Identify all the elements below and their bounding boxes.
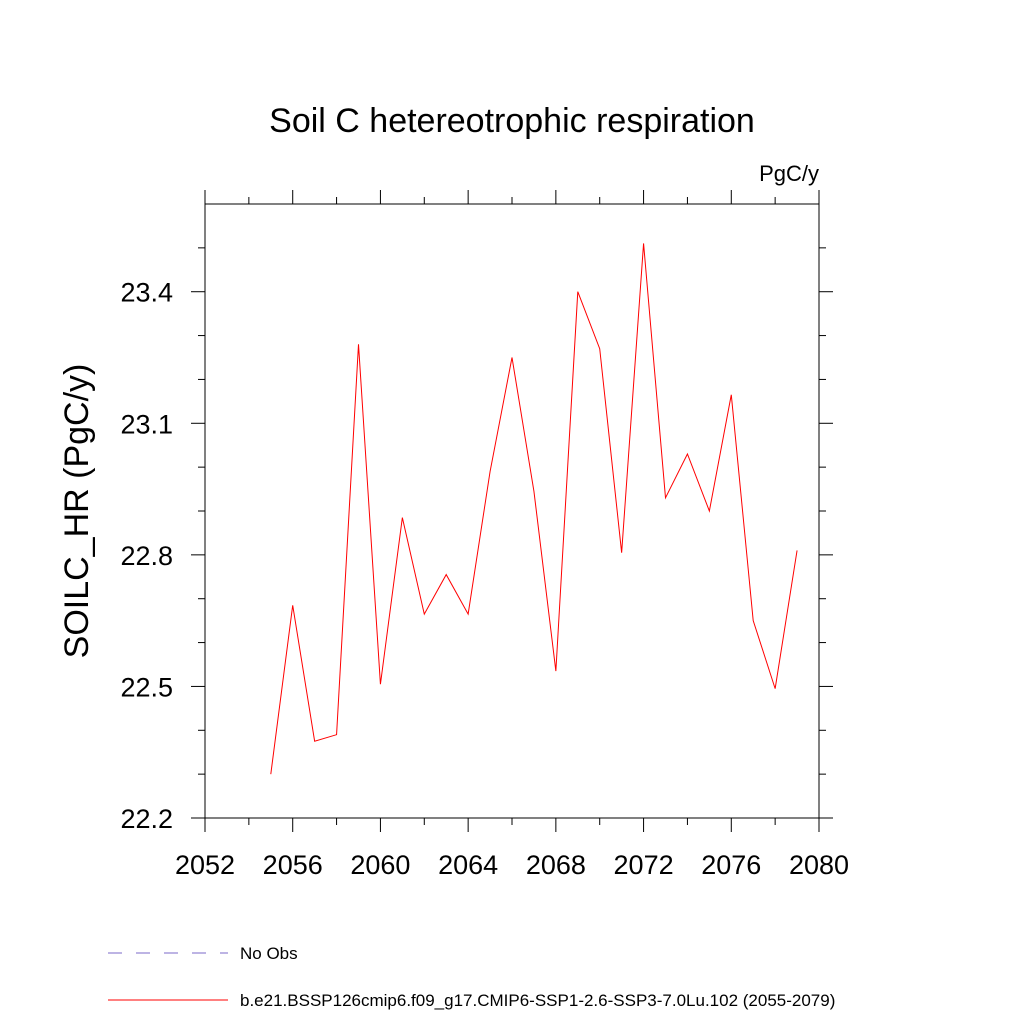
legend-label-1: b.e21.BSSP126cmip6.f09_g17.CMIP6-SSP1-2.… [240,991,835,1010]
chart-title: Soil C hetereotrophic respiration [269,102,755,140]
plot-frame [204,203,820,819]
y-tick-label: 22.2 [120,804,173,834]
legend: No Obs b.e21.BSSP126cmip6.f09_g17.CMIP6-S… [108,944,835,1010]
x-tick-label: 2056 [263,850,323,880]
y-tick-label: 23.1 [120,409,173,439]
y-axis: 22.2 22.5 22.8 23.1 23.4 [120,247,833,834]
y-tick-label: 22.8 [120,541,173,571]
series-layer [270,243,798,775]
x-tick-label: 2068 [526,850,586,880]
y-tick-label: 23.4 [120,278,173,308]
x-tick-label: 2072 [614,850,674,880]
x-tick-label: 2064 [438,850,498,880]
x-tick-label: 2080 [789,850,849,880]
y-axis-label: SOILC_HR (PgC/y) [58,364,96,659]
x-axis: 2052 2056 2060 2064 2068 2072 2076 2080 [175,190,849,880]
legend-label-0: No Obs [240,944,298,963]
y-tick-label: 22.5 [120,672,173,702]
units-label: PgC/y [759,161,819,186]
x-tick-label: 2052 [175,850,235,880]
x-tick-label: 2060 [350,850,410,880]
series-line-0 [270,243,798,775]
x-tick-label: 2076 [701,850,761,880]
